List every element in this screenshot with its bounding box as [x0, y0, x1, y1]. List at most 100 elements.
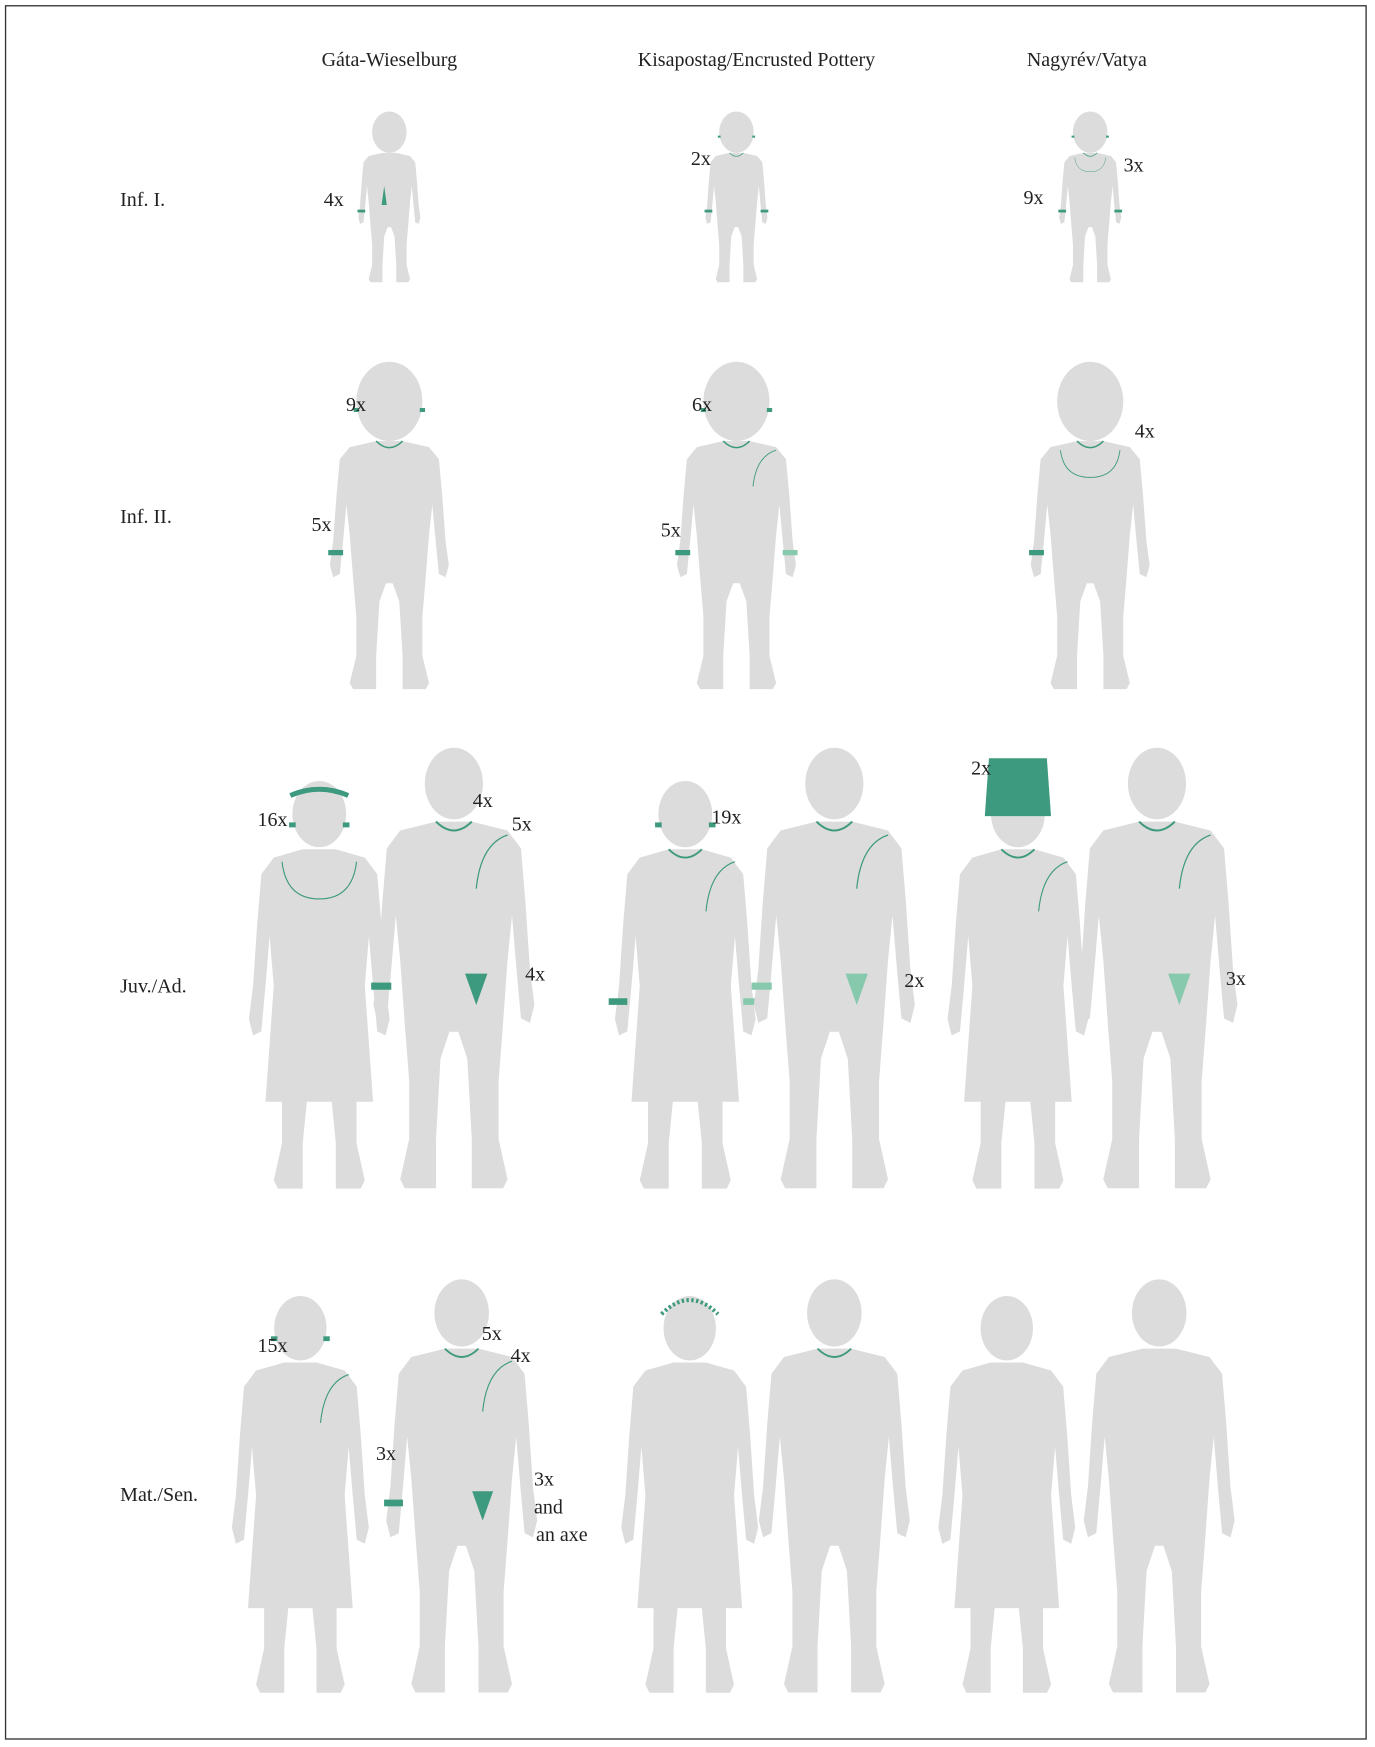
row-label: Inf. I.	[120, 189, 165, 211]
annotation: 16x	[258, 809, 288, 831]
head	[424, 747, 483, 820]
body	[614, 849, 756, 1189]
head	[980, 1296, 1033, 1361]
bracelet	[371, 982, 392, 990]
head-dress	[984, 758, 1052, 817]
person	[1076, 747, 1238, 1189]
person	[384, 1279, 538, 1693]
person	[357, 111, 421, 283]
dagger	[472, 1491, 494, 1521]
annotation: 5x	[512, 813, 532, 835]
pin	[1038, 861, 1068, 912]
bracelet	[384, 1499, 403, 1507]
ear-ring	[353, 408, 359, 412]
annotation: an axe	[536, 1524, 588, 1546]
body	[676, 441, 796, 690]
annotation: 4x	[324, 189, 344, 211]
annotation: 5x	[482, 1323, 502, 1345]
figures	[231, 111, 1238, 1693]
head	[1127, 747, 1187, 820]
ear-ring	[700, 408, 707, 412]
pin	[381, 186, 387, 205]
ear-ring	[1071, 135, 1075, 138]
ear-ring	[708, 822, 716, 828]
column-header: Nagyrév/Vatya	[1027, 49, 1147, 71]
person	[231, 1296, 369, 1693]
body	[231, 1362, 369, 1693]
bracelet	[704, 209, 713, 213]
row-label: Inf. II.	[120, 506, 172, 528]
necklace	[375, 440, 404, 449]
ear-ring	[342, 822, 350, 828]
annotation: 9x	[1023, 187, 1043, 209]
annotation: 4x	[473, 790, 493, 812]
annotation: 9x	[346, 394, 366, 416]
bracelet	[1029, 549, 1044, 556]
ear-ring	[289, 822, 296, 828]
annotation: 3x	[376, 1443, 396, 1465]
pin	[482, 1360, 513, 1412]
bracelet	[751, 982, 772, 990]
pin	[752, 449, 777, 487]
head	[1057, 361, 1124, 442]
annotation: 4x	[1135, 421, 1155, 443]
ear-ring	[323, 1336, 330, 1342]
annotation: 3x	[534, 1468, 554, 1490]
person	[621, 1296, 759, 1693]
chest-ornament	[1074, 157, 1106, 173]
bracelet	[782, 549, 798, 556]
annotation: 6x	[692, 394, 712, 416]
body	[753, 821, 915, 1189]
pin	[1178, 834, 1211, 889]
ear-ring	[270, 1336, 278, 1342]
person	[1083, 1279, 1235, 1693]
ear-ring	[717, 135, 721, 138]
bracelet	[1058, 209, 1067, 213]
annotation: 2x	[691, 148, 711, 170]
annotation: 15x	[258, 1335, 288, 1357]
annotation: 5x	[311, 514, 331, 536]
bracelet	[675, 549, 691, 556]
annotation: 3x	[1226, 968, 1246, 990]
body	[1030, 441, 1150, 690]
necklace	[444, 1347, 480, 1358]
body	[947, 849, 1089, 1189]
body	[386, 1348, 538, 1693]
bracelet	[743, 998, 762, 1005]
head	[703, 361, 770, 442]
chest-ornament	[1060, 450, 1121, 478]
head	[658, 781, 713, 848]
head	[292, 781, 347, 848]
ear-ring	[752, 135, 756, 138]
head	[807, 1279, 862, 1347]
body	[358, 152, 421, 283]
bracelet	[328, 549, 344, 556]
head	[805, 747, 864, 820]
body	[758, 1348, 910, 1693]
labels: Gáta-Wieselburg Kisapostag/Encrusted Pott…	[120, 49, 1246, 1546]
ear-ring	[655, 822, 662, 828]
head	[434, 1279, 489, 1347]
person	[371, 747, 535, 1189]
bracelet	[760, 209, 769, 213]
head	[1072, 111, 1108, 153]
head	[719, 111, 754, 153]
person	[1029, 361, 1150, 690]
annotation: 5x	[661, 520, 681, 542]
column-header: Kisapostag/Encrusted Pottery	[638, 49, 875, 71]
body	[621, 1362, 759, 1693]
head	[356, 361, 423, 442]
dagger	[465, 973, 488, 1005]
necklace	[1076, 440, 1104, 449]
body	[705, 152, 768, 283]
head-band	[289, 786, 350, 798]
necklace	[816, 1347, 852, 1358]
dagger	[845, 973, 868, 1005]
necklace	[729, 152, 744, 157]
person	[675, 361, 798, 690]
ear-ring	[419, 408, 426, 412]
annotation: 3x	[1124, 155, 1144, 177]
necklace	[815, 820, 853, 832]
